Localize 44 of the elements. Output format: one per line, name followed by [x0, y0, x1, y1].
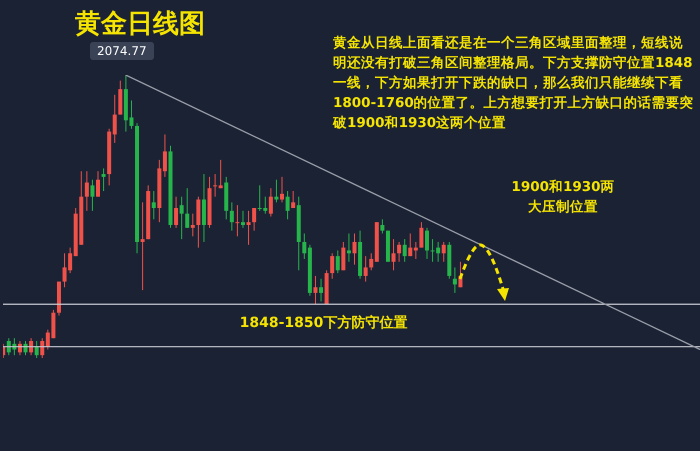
- candlestick: [240, 210, 245, 228]
- candlestick: [419, 222, 424, 248]
- candlestick: [84, 170, 89, 212]
- ref-line-label: 1848-1850下方防守位置: [240, 314, 408, 332]
- candlestick: [341, 241, 346, 271]
- candlestick: [174, 196, 178, 228]
- candlestick: [230, 202, 234, 232]
- candlestick: [442, 241, 446, 262]
- annotation: 黄金从日线上面看还是在一个三角区域里面整理，短线说明还没有打破三角区间整理格局。下方支撑防守位置1848一线，下方如果打开下跌的缺口，那么我们只能继续下看1800-1760的位置了。上方想要打开上方缺口的话需要突破1900和1930这两个位置: [333, 34, 695, 133]
- annotation: 2074.77: [90, 42, 154, 60]
- candlestick: [452, 266, 457, 294]
- candlestick: [180, 196, 184, 240]
- candlestick: [397, 241, 402, 262]
- candlestick: [392, 238, 396, 271]
- candlestick: [152, 190, 156, 220]
- candlestick: [268, 188, 273, 217]
- candlestick: [263, 196, 268, 214]
- candlestick: [102, 168, 106, 192]
- candlestick: [280, 176, 284, 203]
- candlestick: [190, 213, 195, 237]
- candlestick: [258, 184, 262, 212]
- candlestick: [274, 179, 278, 203]
- candlestick: [185, 188, 190, 228]
- candlestick: [235, 204, 240, 237]
- candlestick: [246, 210, 251, 246]
- candlestick: [402, 238, 407, 262]
- candlestick: [330, 252, 334, 280]
- annotation: 1900和1930两大压制位置: [510, 178, 616, 217]
- candlestick: [319, 278, 324, 302]
- candlestick: [369, 252, 374, 271]
- candlestick: [96, 170, 100, 198]
- chart-title: 黄金日线图: [75, 8, 205, 41]
- candlestick: [252, 208, 256, 232]
- candlestick: [352, 232, 356, 266]
- candlestick: [291, 190, 296, 209]
- candlestick: [364, 256, 368, 282]
- candlestick: [424, 227, 429, 260]
- candlestick: [286, 190, 290, 220]
- candlestick: [90, 179, 94, 212]
- candlestick: [380, 218, 384, 234]
- candlestick: [346, 232, 351, 262]
- candlestick: [336, 250, 340, 274]
- candlestick: [313, 275, 318, 305]
- candlestick: [140, 202, 145, 291]
